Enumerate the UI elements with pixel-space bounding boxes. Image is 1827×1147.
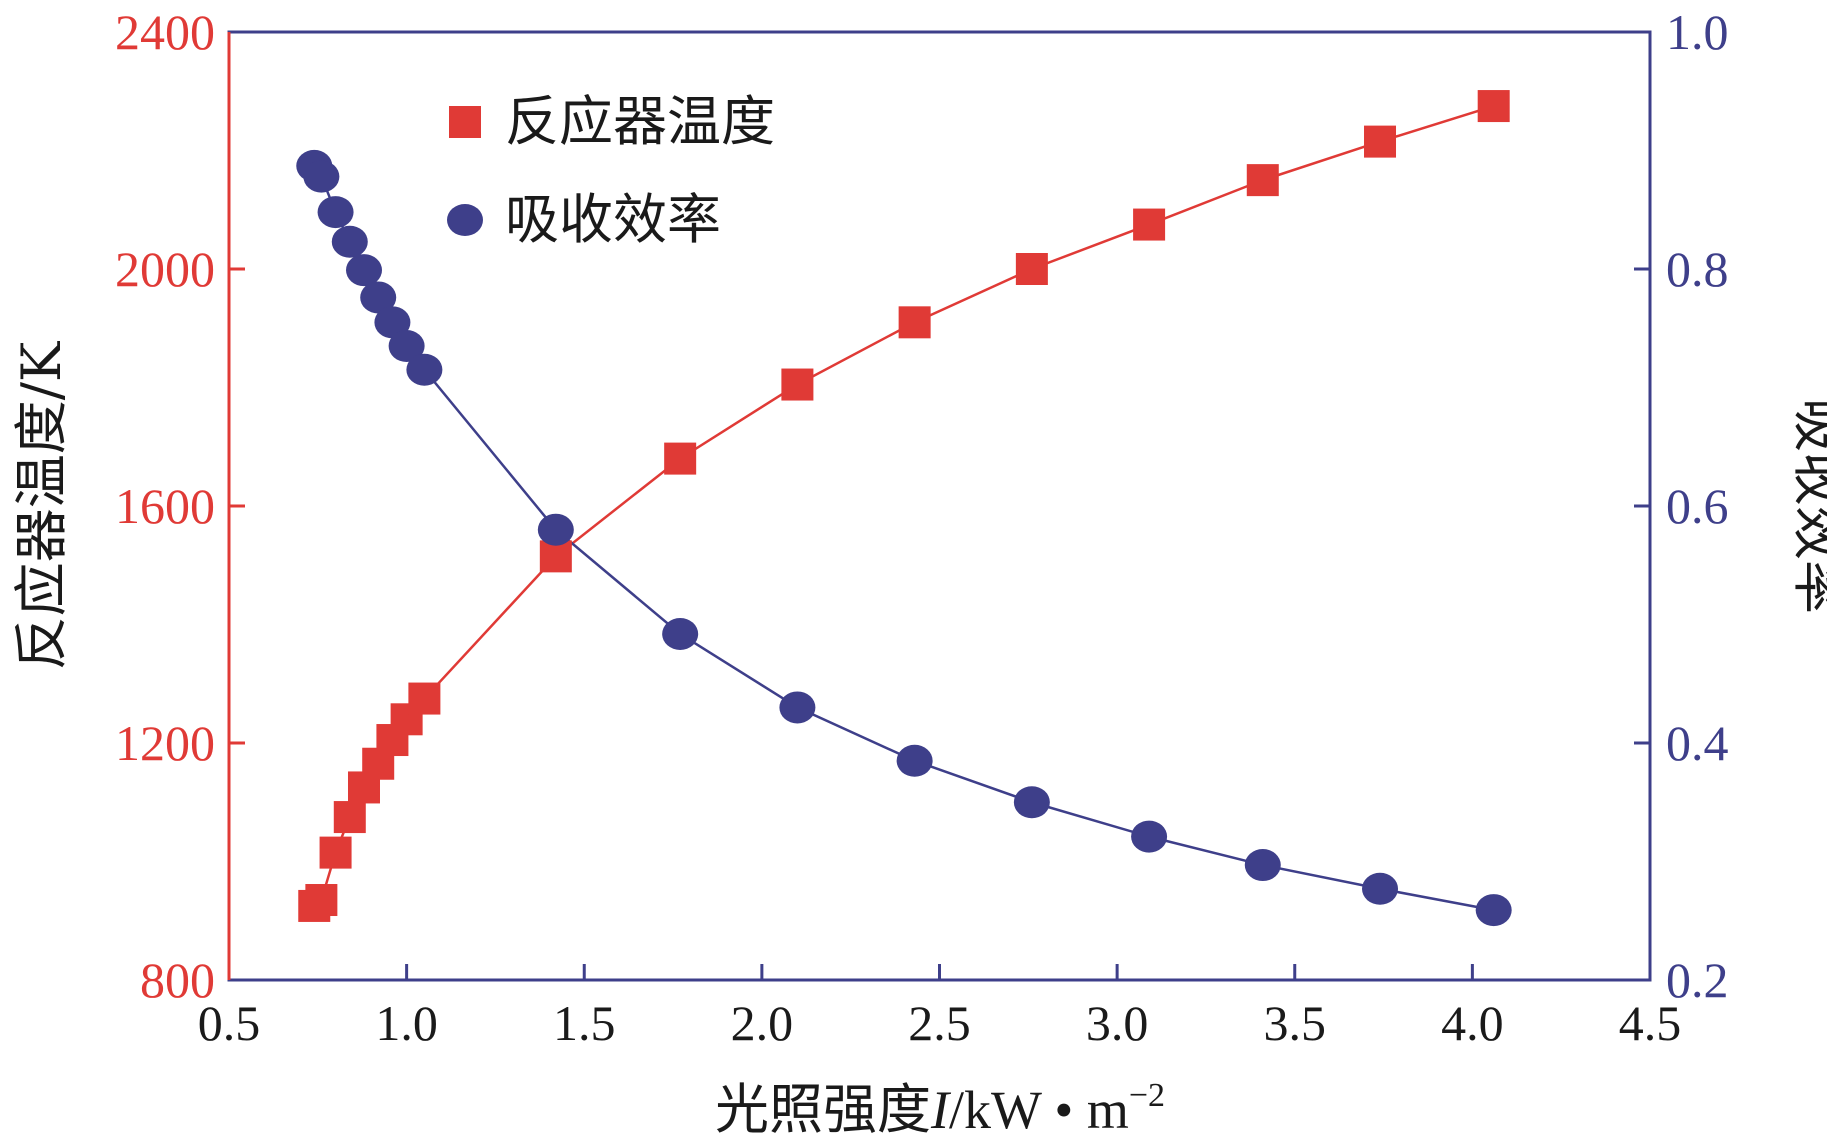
- temperature-point: [305, 884, 338, 917]
- temperature-point: [664, 442, 697, 475]
- right-tick-label: 0.6: [1666, 478, 1729, 534]
- x-axis-label-main: 光照强度: [715, 1078, 931, 1141]
- efficiency-point: [303, 160, 340, 193]
- x-axis-ticks: 0.5 1.0 1.5 2.0 2.5 3.0 3.5 4.0 4.5: [198, 964, 1682, 1051]
- temperature-point: [1133, 208, 1166, 241]
- right-tick-label: 0.4: [1666, 715, 1729, 771]
- x-tick-label: 2.0: [731, 995, 794, 1051]
- x-tick-label: 1.5: [553, 995, 616, 1051]
- x-axis-label: 光照强度I/kW • m−2: [715, 1077, 1165, 1141]
- temperature-point: [1015, 253, 1048, 285]
- left-tick-label: 1200: [115, 715, 215, 771]
- right-tick-label: 1.0: [1666, 4, 1729, 60]
- efficiency-point: [779, 691, 816, 724]
- temperature-point: [408, 682, 441, 715]
- x-tick-label: 0.5: [198, 995, 261, 1051]
- left-tick-label: 2000: [115, 241, 215, 297]
- efficiency-point: [345, 254, 382, 287]
- plot-frame: [227, 30, 1652, 982]
- left-tick-label: 800: [140, 952, 215, 1008]
- temperature-point: [1477, 90, 1510, 123]
- legend-square-marker: [449, 106, 481, 138]
- efficiency-point: [406, 353, 443, 386]
- temperature-point: [333, 801, 366, 834]
- efficiency-points: [296, 149, 1512, 927]
- legend-circle-marker: [447, 204, 483, 236]
- x-tick-label: 2.5: [908, 995, 971, 1051]
- efficiency-line: [313, 165, 1494, 912]
- efficiency-point: [896, 744, 933, 777]
- temperature-point: [898, 306, 931, 339]
- temperature-point: [1364, 125, 1397, 158]
- efficiency-point: [360, 281, 397, 314]
- x-axis-label-variable: I: [930, 1080, 952, 1140]
- left-axis-ticks: 800 1200 1600 2000 2400: [115, 4, 245, 1008]
- efficiency-point: [1013, 786, 1050, 819]
- y-axis-right-label: 吸收效率: [1787, 398, 1827, 614]
- efficiency-point: [537, 513, 574, 546]
- efficiency-point: [1244, 849, 1281, 882]
- efficiency-point: [388, 330, 425, 363]
- legend-label-temperature: 反应器温度: [505, 90, 775, 153]
- efficiency-point: [331, 225, 368, 258]
- efficiency-point: [662, 617, 699, 650]
- x-tick-label: 4.5: [1619, 995, 1682, 1051]
- efficiency-point: [1131, 820, 1168, 853]
- efficiency-point: [317, 196, 354, 229]
- x-axis-label-unit: /kW • m: [949, 1080, 1129, 1140]
- temperature-point: [781, 368, 814, 401]
- temperature-line: [313, 104, 1495, 907]
- temperature-points: [298, 90, 1510, 922]
- temperature-point: [319, 836, 352, 869]
- x-axis-label-exponent: −2: [1129, 1077, 1165, 1114]
- right-tick-label: 0.8: [1666, 241, 1729, 297]
- x-tick-label: 3.0: [1086, 995, 1149, 1051]
- x-tick-label: 3.5: [1264, 995, 1327, 1051]
- efficiency-point: [374, 306, 411, 339]
- x-tick-label: 4.0: [1441, 995, 1504, 1051]
- legend-label-efficiency: 吸收效率: [505, 188, 721, 251]
- y-axis-left-label: 反应器温度/K: [10, 340, 73, 670]
- x-tick-label: 1.0: [375, 995, 438, 1051]
- efficiency-point: [1475, 894, 1512, 927]
- efficiency-point: [1362, 872, 1399, 905]
- left-tick-label: 1600: [115, 478, 215, 534]
- right-tick-label: 0.2: [1666, 952, 1729, 1008]
- left-tick-label: 2400: [115, 4, 215, 60]
- temperature-point: [1246, 164, 1279, 197]
- right-axis-ticks: 0.2 0.4 0.6 0.8 1.0: [1634, 4, 1729, 1008]
- legend: 反应器温度 吸收效率: [447, 90, 775, 251]
